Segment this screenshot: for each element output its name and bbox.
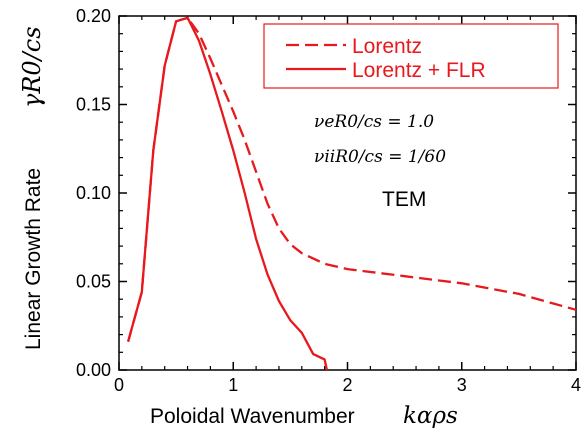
tick-labels: 0 1 2 3 4 0.00 0.05 0.10 0.15 0.20 [76, 6, 581, 395]
y-tick-label: 0.00 [76, 360, 111, 380]
y-axis-symbol: γR0/cs [18, 26, 46, 108]
x-tick-label: 1 [228, 375, 238, 395]
y-tick-label: 0.20 [76, 6, 111, 26]
series-line-lorentz-flr [126, 16, 329, 371]
annotation-tem: TEM [382, 188, 426, 211]
annotation-nu-e: νeR0/cs = 1.0 [314, 112, 434, 132]
x-axis-label: Poloidal Wavenumber [150, 405, 355, 428]
y-tick-label: 0.15 [76, 95, 111, 115]
series-lines [126, 16, 577, 371]
x-tick-label: 4 [571, 375, 581, 395]
x-tick-label: 2 [342, 375, 352, 395]
axis-ticks [118, 15, 577, 371]
y-tick-label: 0.10 [76, 183, 111, 203]
x-tick-label: 3 [457, 375, 467, 395]
y-tick-label: 0.05 [76, 272, 111, 292]
x-axis-symbol: kαρs [403, 403, 458, 429]
annotation-nu-ii: νiiR0/cs = 1/60 [314, 147, 446, 167]
y-axis-label: Linear Growth Rate [22, 168, 45, 350]
legend-label: Lorentz [352, 35, 422, 58]
legend-label: Lorentz + FLR [352, 59, 486, 82]
legend-box [263, 23, 559, 89]
x-tick-label: 0 [114, 375, 124, 395]
